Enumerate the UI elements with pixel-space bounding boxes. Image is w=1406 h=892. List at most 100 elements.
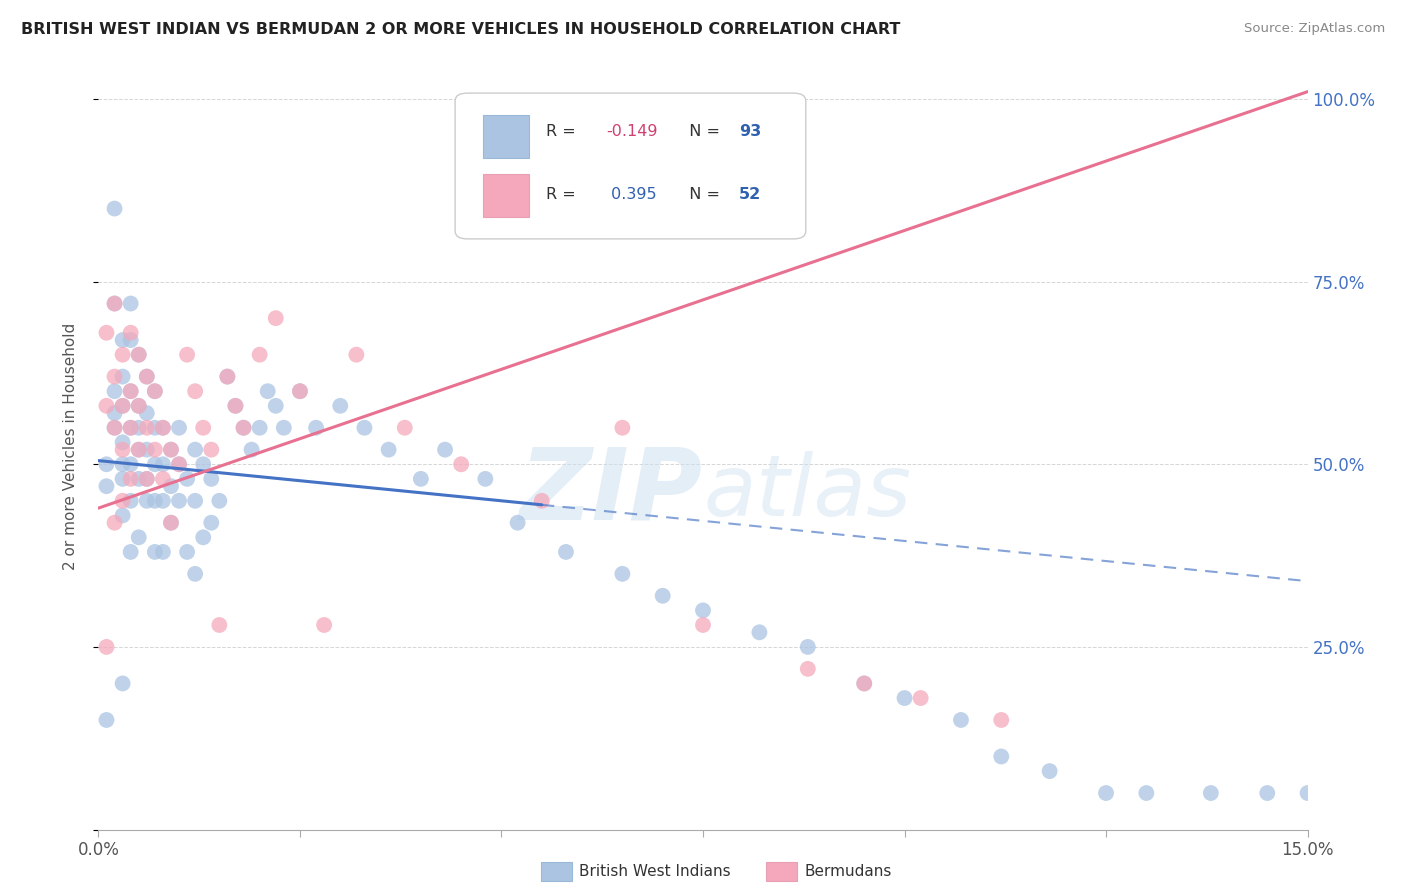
Point xyxy=(160,516,183,530)
Point xyxy=(167,457,190,471)
Point xyxy=(1296,786,1319,800)
Point xyxy=(1135,786,1157,800)
Point xyxy=(128,348,150,362)
Point xyxy=(128,442,150,457)
Point xyxy=(103,516,125,530)
Point xyxy=(152,545,174,559)
Point xyxy=(1039,764,1062,778)
Point xyxy=(409,472,432,486)
Point xyxy=(143,384,166,399)
Point xyxy=(249,421,271,435)
Point xyxy=(160,442,183,457)
Text: N =: N = xyxy=(679,187,725,202)
Text: R =: R = xyxy=(546,187,581,202)
Point xyxy=(184,442,207,457)
Point xyxy=(135,472,157,486)
Point xyxy=(152,472,174,486)
Text: British West Indians: British West Indians xyxy=(579,864,731,879)
Point xyxy=(506,516,529,530)
Point xyxy=(224,399,246,413)
Point xyxy=(288,384,311,399)
Point xyxy=(193,457,215,471)
Point xyxy=(160,442,183,457)
Point xyxy=(910,691,932,706)
Point xyxy=(143,442,166,457)
Point xyxy=(232,421,254,435)
Text: R =: R = xyxy=(546,124,581,139)
Point xyxy=(96,713,118,727)
Point xyxy=(200,472,222,486)
Point xyxy=(135,493,157,508)
Point xyxy=(305,421,328,435)
Point xyxy=(120,384,142,399)
Point xyxy=(120,421,142,435)
Point xyxy=(128,530,150,544)
Text: Source: ZipAtlas.com: Source: ZipAtlas.com xyxy=(1244,22,1385,36)
Point xyxy=(200,516,222,530)
Point xyxy=(208,618,231,632)
Point xyxy=(160,479,183,493)
Point xyxy=(314,618,336,632)
Point xyxy=(530,493,553,508)
Point xyxy=(111,472,134,486)
Text: 93: 93 xyxy=(740,124,762,139)
Point xyxy=(193,421,215,435)
Point xyxy=(135,369,157,384)
Point xyxy=(797,640,820,654)
Point xyxy=(200,442,222,457)
Point xyxy=(167,457,190,471)
Point xyxy=(160,516,183,530)
Point xyxy=(120,333,142,347)
Point xyxy=(103,406,125,420)
Point xyxy=(450,457,472,471)
Point xyxy=(111,457,134,471)
Point xyxy=(797,662,820,676)
Point xyxy=(143,545,166,559)
Point xyxy=(120,493,142,508)
Point xyxy=(103,202,125,216)
Point xyxy=(256,384,278,399)
Point xyxy=(111,493,134,508)
Point xyxy=(193,530,215,544)
Point xyxy=(111,369,134,384)
Point xyxy=(232,421,254,435)
Point xyxy=(990,749,1012,764)
Point xyxy=(1095,786,1118,800)
Point xyxy=(377,442,399,457)
Point xyxy=(103,421,125,435)
FancyBboxPatch shape xyxy=(456,93,806,239)
Point xyxy=(103,296,125,310)
Point xyxy=(143,421,166,435)
Point xyxy=(96,640,118,654)
Point xyxy=(111,435,134,450)
Point xyxy=(853,676,876,690)
Text: -0.149: -0.149 xyxy=(606,124,658,139)
Point xyxy=(103,384,125,399)
Point xyxy=(344,348,367,362)
Point xyxy=(264,399,287,413)
Point xyxy=(128,399,150,413)
Point xyxy=(111,399,134,413)
Point xyxy=(208,493,231,508)
Point xyxy=(394,421,416,435)
Point xyxy=(111,399,134,413)
Point xyxy=(135,406,157,420)
Point xyxy=(184,566,207,581)
Point xyxy=(184,493,207,508)
Point xyxy=(96,326,118,340)
Text: N =: N = xyxy=(679,124,725,139)
Point xyxy=(152,421,174,435)
Text: atlas: atlas xyxy=(703,450,911,533)
Point xyxy=(143,493,166,508)
Point xyxy=(176,472,198,486)
Point xyxy=(692,603,714,617)
Point xyxy=(434,442,457,457)
Point xyxy=(692,618,714,632)
Text: ZIP: ZIP xyxy=(520,443,703,541)
Point xyxy=(103,296,125,310)
Point xyxy=(167,493,190,508)
Point xyxy=(353,421,375,435)
Point xyxy=(893,691,915,706)
Point xyxy=(217,369,239,384)
Point xyxy=(128,442,150,457)
